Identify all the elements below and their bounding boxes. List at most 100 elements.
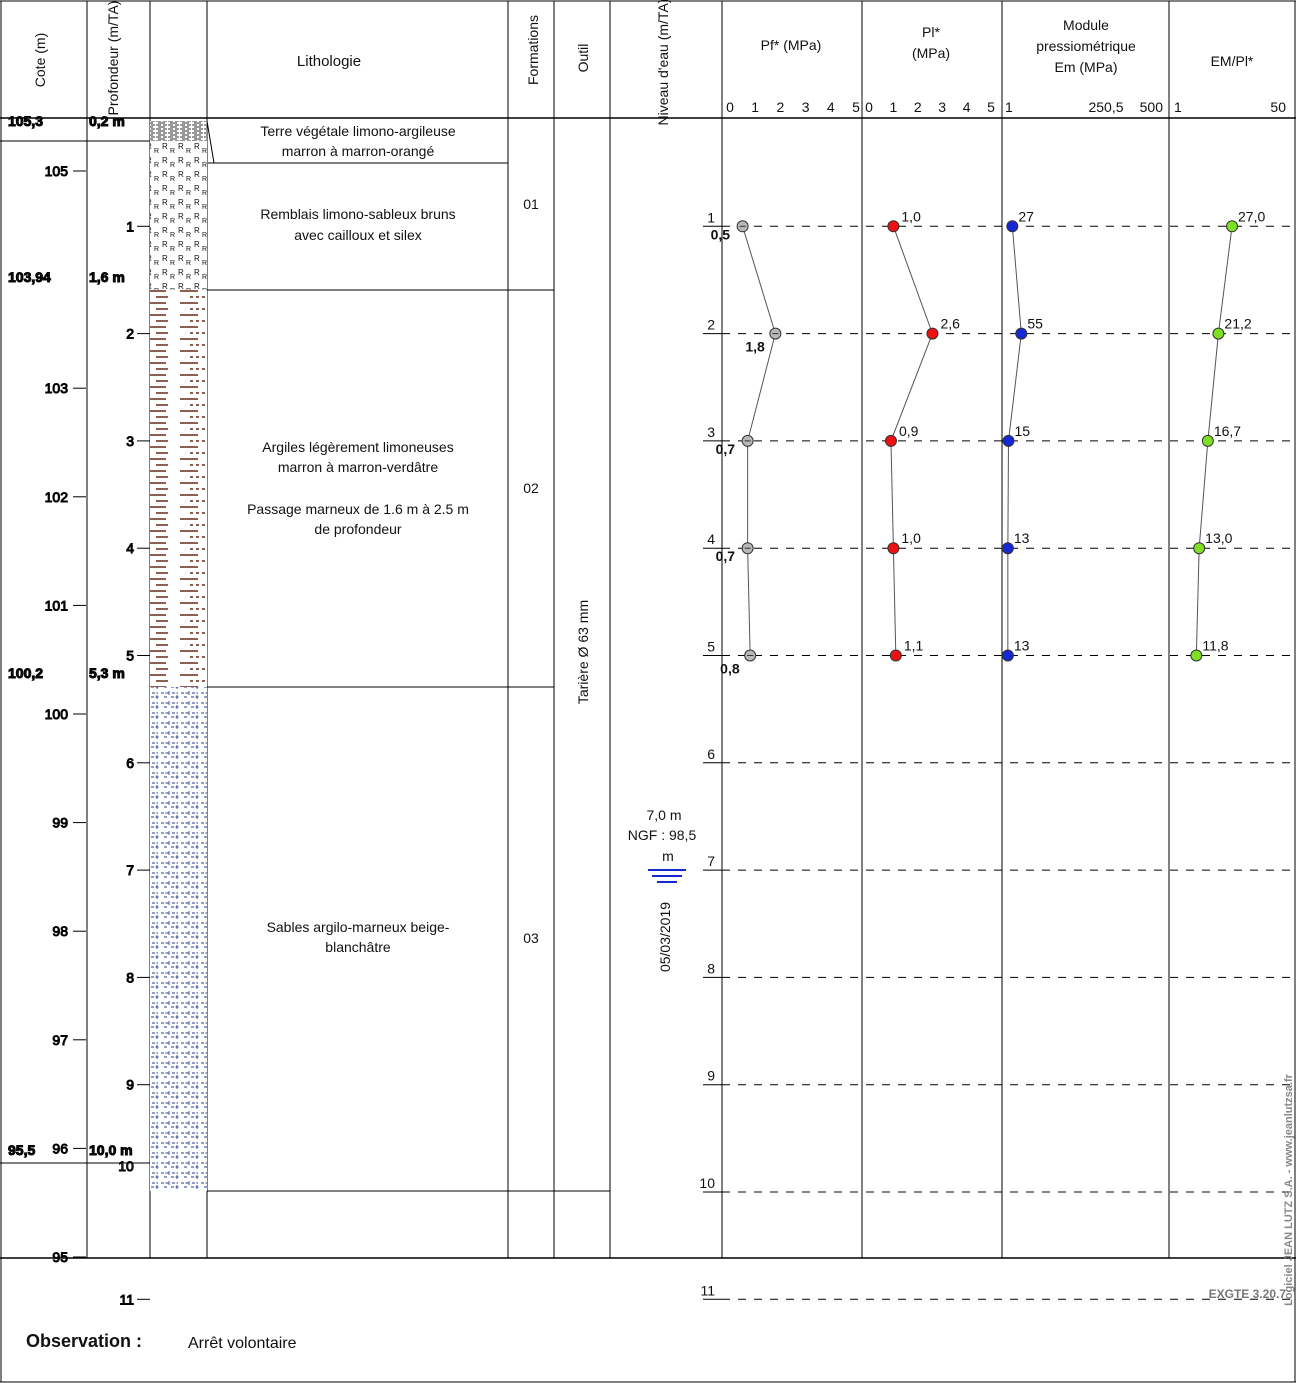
test-depth-label: 10: [699, 1175, 715, 1191]
water-table-icon: [648, 869, 686, 883]
layer-2-line-5: de profondeur: [314, 521, 402, 537]
data-label: 13,0: [1205, 530, 1232, 546]
litho-fill-terre-vegetale: [150, 121, 207, 141]
series-empl: 27,0 21,2 16,7 13,0 11,8: [1190, 208, 1265, 662]
pl-scale-tick: 1: [890, 99, 898, 115]
cote-tick-label: 99: [52, 815, 68, 831]
cote-tick-label: 95: [52, 1249, 68, 1265]
test-depth-label: 2: [707, 317, 715, 333]
data-point: [889, 649, 902, 662]
boundary-depth: 10,0 m: [89, 1142, 133, 1158]
software-credit: Logiciel JEAN LUTZ S.A. - www.jeanlutzsa…: [1283, 1073, 1295, 1306]
cote-tick-label: 102: [45, 489, 69, 505]
data-label: 13: [1014, 638, 1030, 654]
water-ngf-line1: NGF : 98,5: [628, 827, 697, 843]
data-label: 27: [1018, 208, 1034, 224]
layer-3-line-2: blanchâtre: [325, 939, 391, 955]
data-point: [1001, 649, 1014, 662]
water-ngf-line2: m: [662, 848, 674, 864]
empl-scale-tick: 50: [1270, 99, 1286, 115]
series-line: [890, 226, 933, 656]
header-empl: EM/Pl*: [1211, 53, 1254, 69]
cote-tick-label: 101: [45, 597, 69, 613]
data-label: 0,8: [720, 661, 740, 677]
pf-scale-tick: 2: [777, 99, 785, 115]
header-cote: Cote (m): [32, 33, 48, 87]
em-scale-tick: 500: [1140, 99, 1164, 115]
em-scale-tick: 1: [1005, 99, 1013, 115]
boundary-cote: 95,5: [8, 1142, 35, 1158]
data-label: 1,1: [904, 638, 924, 654]
data-point: [887, 542, 900, 555]
observation-value: Arrêt volontaire: [188, 1335, 297, 1352]
data-label: 0,5: [711, 226, 731, 242]
cote-tick-label: 98: [52, 923, 68, 939]
formation-codes: 01 02 03: [523, 196, 539, 946]
pl-scale-tick: 4: [963, 99, 971, 115]
water-depth: 7,0 m: [646, 807, 681, 823]
cote-tick-label: 100: [45, 706, 69, 722]
test-depth-label: 8: [707, 960, 715, 976]
depth-tick-label: 5: [126, 648, 134, 664]
data-label: 2,6: [940, 316, 960, 332]
data-label: 1,0: [901, 208, 921, 224]
layer-0-line-2: marron à marron-orangé: [282, 143, 435, 159]
header-em-line3: Em (MPa): [1055, 59, 1118, 75]
test-depth-label: 7: [707, 853, 715, 869]
lithology-column: [150, 121, 207, 1191]
scale-tick-labels: 0 1 2 3 4 5 0 1 2 3 4 5 1 250,5 500 1 50: [726, 99, 1286, 115]
data-point: [926, 327, 939, 340]
cote-tick-label: 96: [52, 1140, 68, 1156]
series-line: [1195, 226, 1233, 656]
header-formations: Formations: [525, 15, 541, 85]
header-em-line2: pressiométrique: [1036, 38, 1136, 54]
depth-tick-label-10: 10: [118, 1158, 134, 1174]
pf-scale-tick: 0: [726, 99, 734, 115]
header-em-line1: Module: [1063, 17, 1109, 33]
data-point: [1212, 327, 1225, 340]
test-depth-label: 5: [707, 639, 715, 655]
boundary-cote: 105,3: [8, 113, 43, 129]
data-label: 13: [1014, 530, 1030, 546]
header-outil: Outil: [575, 44, 591, 73]
cote-tick-label: 103: [45, 380, 69, 396]
layer-3-line-1: Sables argilo-marneux beige-: [267, 919, 450, 935]
data-point: [887, 220, 900, 233]
footer: Observation : Arrêt volontaire EXGTE 3.2…: [26, 1073, 1295, 1352]
data-label: 21,2: [1224, 316, 1251, 332]
data-label: 0,7: [716, 441, 736, 457]
observation-label: Observation :: [26, 1331, 142, 1351]
layer-1-line-1: Remblais limono-sableux bruns: [260, 206, 455, 222]
data-label: 55: [1027, 316, 1043, 332]
layer-2-line-2: marron à marron-verdâtre: [278, 459, 438, 475]
pf-scale-tick: 4: [827, 99, 835, 115]
data-point: [1002, 434, 1015, 447]
series-pf: 0,5 1,8 0,7 0,7 0,8: [711, 220, 782, 677]
depth-tick-label: 9: [126, 1077, 134, 1093]
litho-fill-remblais: [150, 141, 207, 290]
depth-tick-label: 11: [119, 1291, 134, 1307]
layer-0-line-1: Terre végétale limono-argileuse: [260, 123, 456, 139]
test-depth-label: 11: [700, 1282, 715, 1298]
header-niveau: Niveau d'eau (m/TA): [655, 0, 671, 125]
formation-03: 03: [523, 930, 539, 946]
formation-02: 02: [523, 480, 539, 496]
layer-descriptions: Terre végétale limono-argileuse marron à…: [247, 123, 469, 955]
depth-tick-label: 8: [126, 969, 134, 985]
data-point: [1226, 220, 1239, 233]
pressuremeter-plots: 12345678910110,51,80,70,70,81,02,60,91,0…: [699, 208, 1296, 1300]
header-pl-line2: (MPa): [912, 45, 950, 61]
depth-tick-label: 3: [126, 433, 134, 449]
pf-scale-tick: 3: [802, 99, 810, 115]
series-em: 27 55 15 13 13: [1001, 208, 1043, 662]
data-label: 0,9: [899, 423, 919, 439]
boundary-cote: 103,94: [8, 269, 51, 285]
layer-1-line-2: avec cailloux et silex: [294, 227, 422, 243]
pl-scale-tick: 0: [865, 99, 873, 115]
data-point: [1190, 649, 1203, 662]
data-label: 16,7: [1214, 423, 1241, 439]
pl-scale-tick: 3: [938, 99, 946, 115]
data-point: [884, 434, 897, 447]
software-code: EXGTE 3.20.7: [1209, 1287, 1287, 1301]
